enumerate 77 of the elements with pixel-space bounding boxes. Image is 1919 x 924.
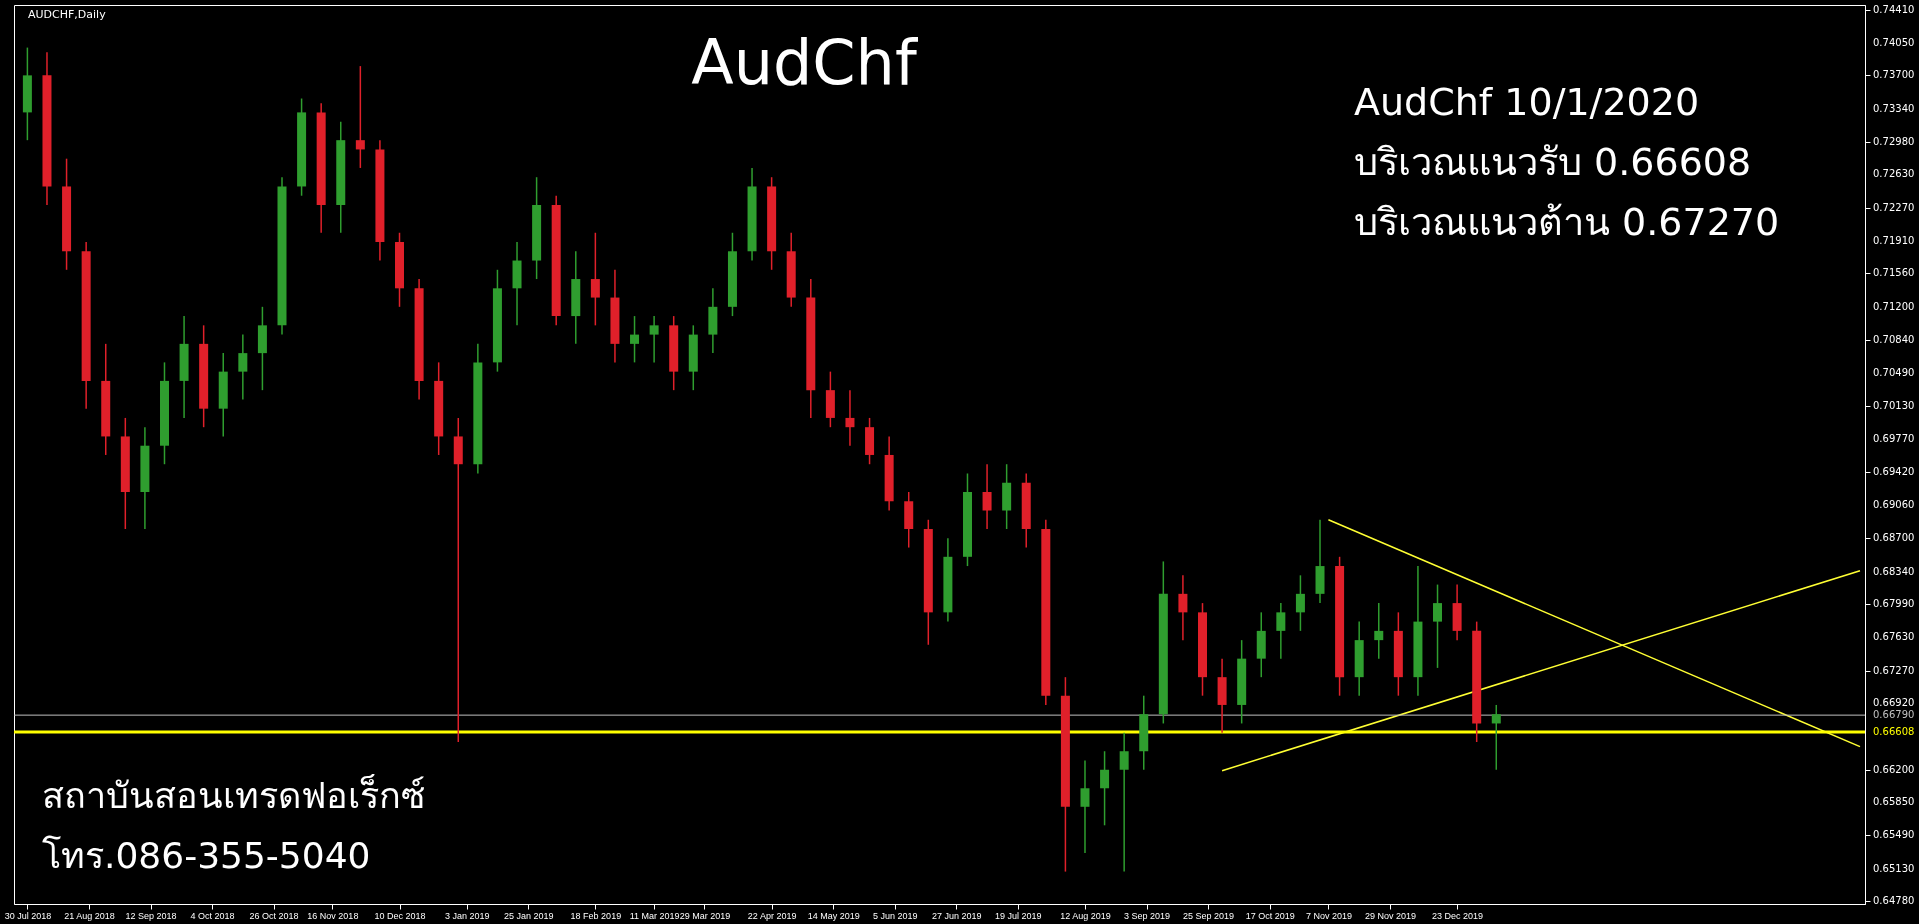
candlestick bbox=[1295, 574, 1305, 632]
y-tick-label: 0.67990 bbox=[1873, 598, 1915, 610]
x-tick-label: 11 Mar 2019 bbox=[629, 910, 680, 921]
y-tick-label: 0.70490 bbox=[1873, 366, 1915, 378]
candlestick bbox=[845, 389, 855, 447]
annotation: บริเวณแนวรับ 0.66608 bbox=[1354, 140, 1752, 184]
x-tick-label: 29 Mar 2019 bbox=[679, 910, 731, 921]
candlestick bbox=[355, 65, 365, 169]
annotation: AudChf 10/1/2020 bbox=[1354, 80, 1700, 124]
y-tick-label: 0.65850 bbox=[1873, 796, 1915, 808]
x-tick-label: 7 Nov 2019 bbox=[1305, 910, 1352, 921]
ref-line-label: 0.66608 bbox=[1873, 725, 1915, 737]
annotation: โทร.086-355-5040 bbox=[42, 835, 371, 876]
x-tick-label: 5 Jun 2019 bbox=[872, 910, 918, 921]
x-tick-label: 25 Jan 2019 bbox=[503, 910, 554, 921]
y-tick-label: 0.71910 bbox=[1873, 235, 1915, 247]
annotation: สถาบันสอนเทรดฟอเร็กซ์ bbox=[42, 773, 425, 816]
y-tick-label: 0.68340 bbox=[1873, 565, 1915, 577]
y-tick-label: 0.69420 bbox=[1873, 465, 1915, 477]
y-tick-label: 0.70130 bbox=[1873, 399, 1915, 411]
y-tick-label: 0.67270 bbox=[1873, 664, 1915, 676]
candlestick bbox=[1080, 759, 1090, 854]
annotation: AUDCHF,Daily bbox=[28, 8, 107, 21]
candlestick bbox=[649, 315, 659, 364]
x-tick-label: 30 Jul 2018 bbox=[4, 910, 52, 921]
candlestick bbox=[1491, 704, 1501, 771]
candlestick bbox=[1374, 602, 1384, 660]
y-tick-label: 0.66200 bbox=[1873, 763, 1915, 775]
y-tick-label: 0.72270 bbox=[1873, 201, 1915, 213]
x-tick-label: 12 Aug 2019 bbox=[1060, 910, 1111, 921]
y-tick-label: 0.65490 bbox=[1873, 829, 1915, 841]
candlestick bbox=[630, 315, 640, 364]
x-tick-label: 27 Jun 2019 bbox=[932, 910, 982, 921]
candlestick bbox=[1276, 602, 1286, 660]
x-tick-label: 14 May 2019 bbox=[807, 910, 860, 921]
y-tick-label: 0.71200 bbox=[1873, 300, 1915, 312]
candlestick bbox=[1100, 750, 1110, 827]
ref-line-label: 0.66790 bbox=[1873, 709, 1915, 721]
y-tick-label: 0.64780 bbox=[1873, 895, 1915, 907]
y-tick-label: 0.66920 bbox=[1873, 697, 1915, 709]
y-tick-label: 0.69060 bbox=[1873, 498, 1915, 510]
y-tick-label: 0.73340 bbox=[1873, 102, 1915, 114]
x-tick-label: 16 Nov 2018 bbox=[307, 910, 359, 921]
x-tick-label: 23 Dec 2019 bbox=[1432, 910, 1484, 921]
x-tick-label: 3 Sep 2019 bbox=[1124, 910, 1171, 921]
x-tick-label: 12 Sep 2018 bbox=[125, 910, 177, 921]
x-tick-label: 3 Jan 2019 bbox=[444, 910, 490, 921]
y-tick-label: 0.73700 bbox=[1873, 69, 1915, 81]
x-tick-label: 22 Apr 2019 bbox=[747, 910, 797, 921]
x-tick-label: 19 Jul 2019 bbox=[995, 910, 1042, 921]
y-tick-label: 0.74410 bbox=[1873, 3, 1915, 15]
y-tick-label: 0.72630 bbox=[1873, 168, 1915, 180]
y-tick-label: 0.74050 bbox=[1873, 36, 1915, 48]
x-tick-label: 4 Oct 2018 bbox=[190, 910, 235, 921]
y-tick-label: 0.68700 bbox=[1873, 532, 1915, 544]
y-tick-label: 0.69770 bbox=[1873, 433, 1915, 445]
y-tick-label: 0.70840 bbox=[1873, 334, 1915, 346]
x-tick-label: 29 Nov 2019 bbox=[1364, 910, 1416, 921]
x-tick-label: 17 Oct 2019 bbox=[1245, 910, 1295, 921]
x-tick-label: 25 Sep 2019 bbox=[1183, 910, 1235, 921]
candlestick bbox=[1119, 731, 1129, 873]
candlestick bbox=[1178, 574, 1188, 641]
annotation: บริเวณแนวต้าน 0.67270 bbox=[1354, 200, 1780, 244]
y-tick-label: 0.65130 bbox=[1873, 862, 1915, 874]
candlestick bbox=[453, 417, 463, 743]
y-tick-label: 0.72980 bbox=[1873, 136, 1915, 148]
x-tick-label: 10 Dec 2018 bbox=[374, 910, 426, 921]
chart-title: AudChf bbox=[691, 26, 919, 99]
x-tick-label: 18 Feb 2019 bbox=[570, 910, 622, 921]
y-tick-label: 0.67630 bbox=[1873, 631, 1915, 643]
x-tick-label: 26 Oct 2018 bbox=[249, 910, 299, 921]
candlestick bbox=[1433, 583, 1443, 669]
candlestick bbox=[982, 463, 992, 530]
x-tick-label: 21 Aug 2018 bbox=[64, 910, 115, 921]
candlestick bbox=[238, 333, 248, 401]
y-tick-label: 0.71560 bbox=[1873, 267, 1915, 279]
candlestick bbox=[590, 232, 600, 327]
